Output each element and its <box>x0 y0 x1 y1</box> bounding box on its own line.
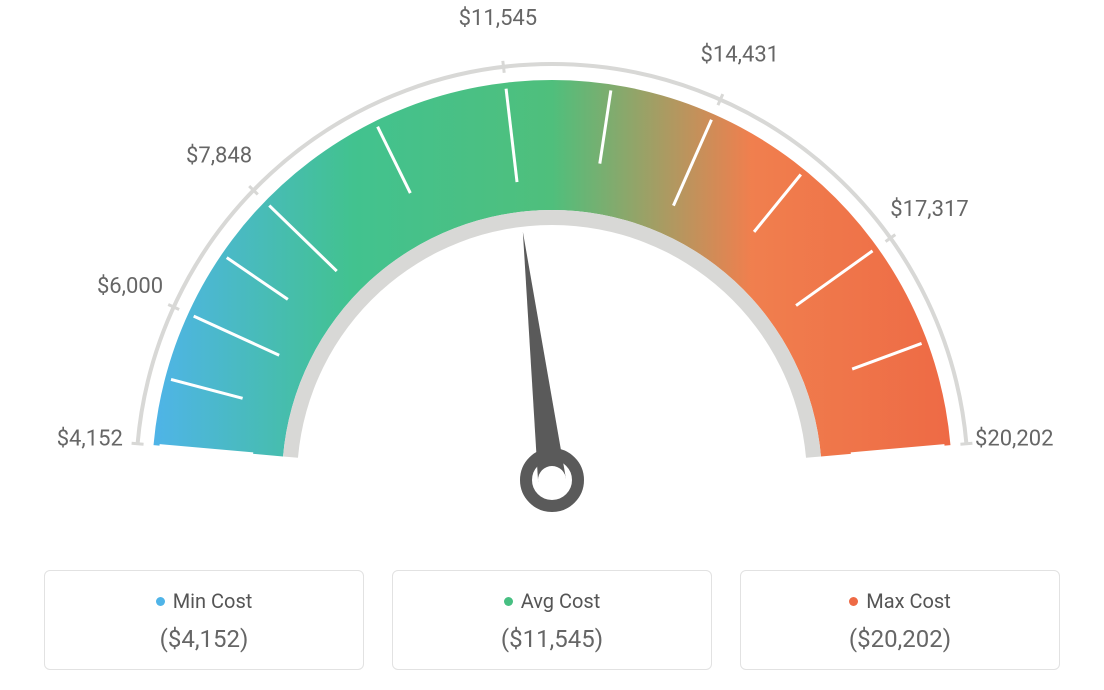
min-cost-title: Min Cost <box>156 589 253 613</box>
gauge-major-tick-outer <box>503 61 504 73</box>
max-cost-label: Max Cost <box>866 589 951 613</box>
gauge-major-tick-outer <box>132 443 144 444</box>
gauge-needle-hub-inner <box>538 466 566 494</box>
dot-icon <box>156 597 165 606</box>
summary-cards: Min Cost ($4,152) Avg Cost ($11,545) Max… <box>0 570 1104 670</box>
avg-cost-title: Avg Cost <box>504 589 601 613</box>
min-cost-card: Min Cost ($4,152) <box>44 570 364 670</box>
min-cost-label: Min Cost <box>173 589 253 613</box>
gauge-tick-label: $20,202 <box>975 426 1054 451</box>
avg-cost-label: Avg Cost <box>521 589 601 613</box>
gauge-tick-label: $17,317 <box>890 197 969 222</box>
max-cost-card: Max Cost ($20,202) <box>740 570 1060 670</box>
gauge-tick-label: $4,152 <box>57 426 123 451</box>
dot-icon <box>849 597 858 606</box>
max-cost-value: ($20,202) <box>751 625 1049 653</box>
gauge-tick-label: $14,431 <box>701 43 780 68</box>
min-cost-value: ($4,152) <box>55 625 353 653</box>
gauge-major-tick-outer <box>960 443 972 444</box>
max-cost-title: Max Cost <box>849 589 951 613</box>
gauge-tick-label: $11,545 <box>459 6 538 31</box>
gauge-chart: $4,152 $6,000 $7,848 $11,545 $14,431 $17,317 $… <box>0 0 1104 530</box>
gauge-tick-label: $6,000 <box>97 274 163 299</box>
dot-icon <box>504 597 513 606</box>
avg-cost-card: Avg Cost ($11,545) <box>392 570 712 670</box>
avg-cost-value: ($11,545) <box>403 625 701 653</box>
gauge-tick-label: $7,848 <box>186 144 252 169</box>
gauge-needle <box>523 232 566 482</box>
